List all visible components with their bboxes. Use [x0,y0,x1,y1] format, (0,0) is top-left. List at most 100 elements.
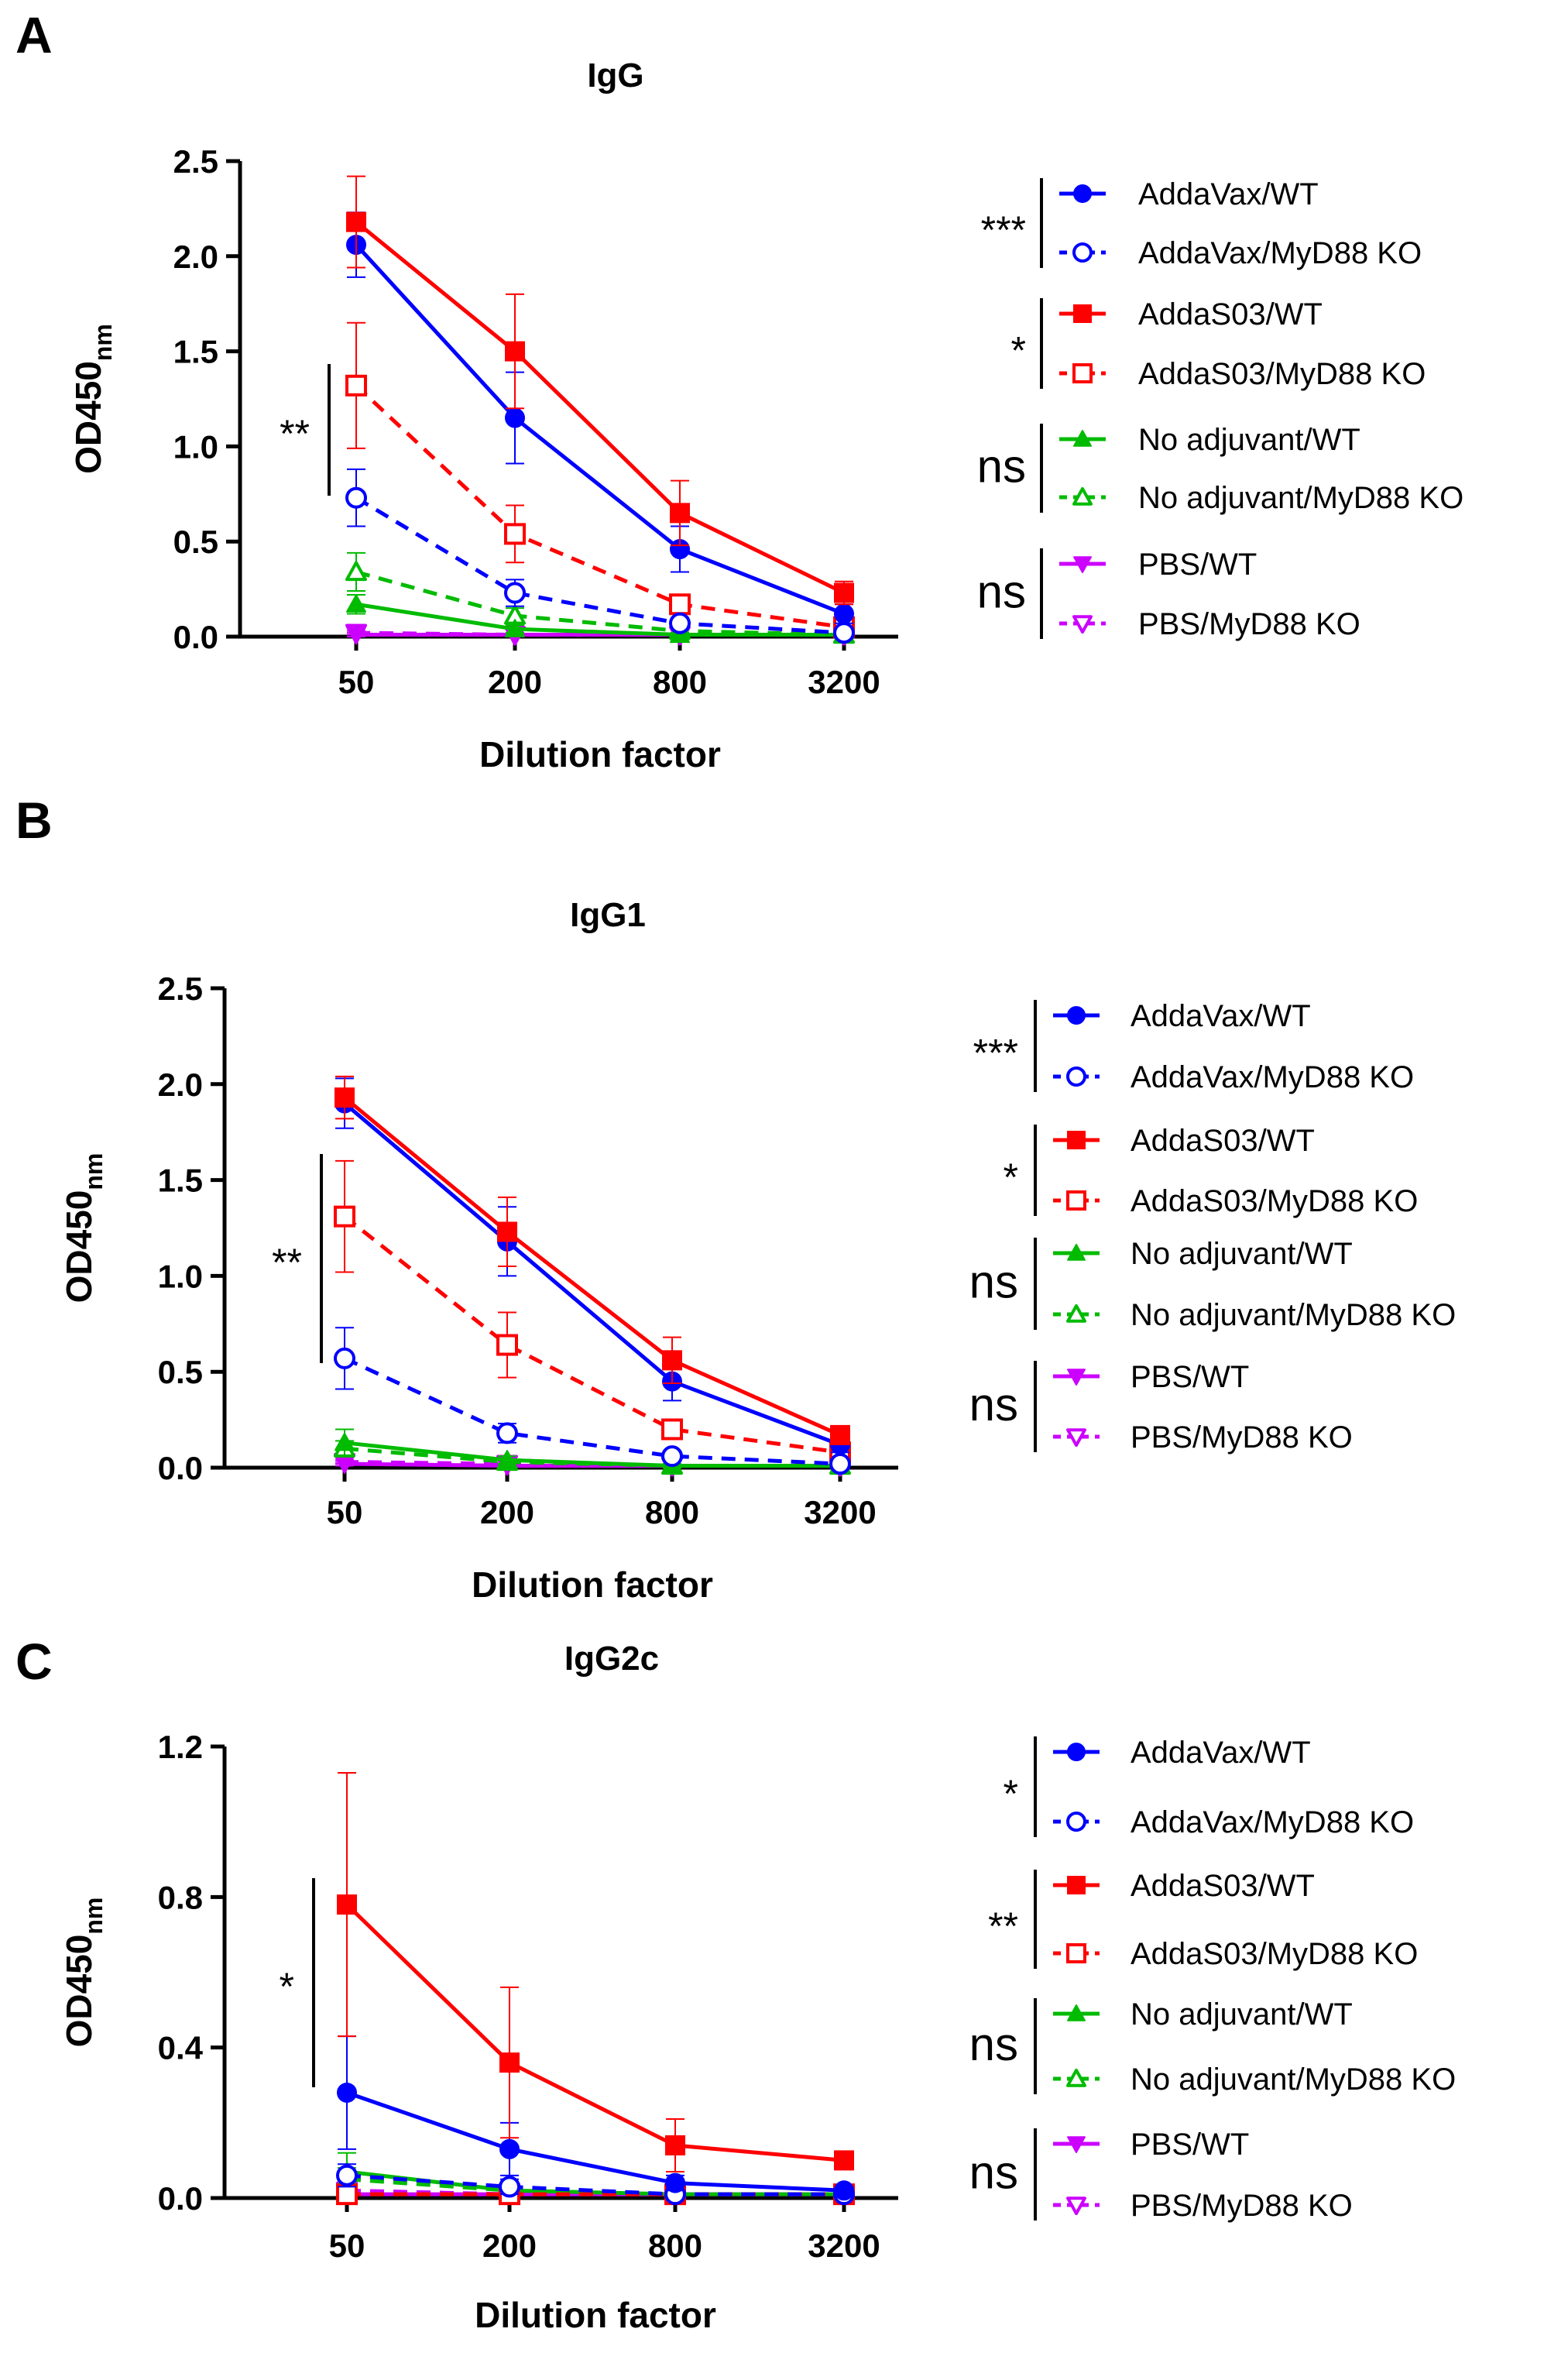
data-point [345,561,367,582]
y-tick-label: 0.8 [158,1879,203,1915]
legend-label: PBS/WT [1131,1360,1249,1394]
legend: AddaVax/WT AddaVax/MyD88 KO AddaS03/WT Adda… [969,1736,1456,2223]
legend-significance-label: ns [969,2018,1018,2070]
legend-marker [1073,184,1092,203]
legend-marker [1066,2196,1086,2215]
y-tick-label: 0.4 [158,2030,204,2066]
panel-letter: C [15,1633,53,1690]
legend-marker [1066,1304,1086,1323]
significance-label: * [280,1965,294,2008]
series-line [355,383,845,630]
data-point [661,1445,683,1468]
data-point [496,1422,518,1444]
data-point [669,593,691,616]
legend-significance-label: ** [988,1904,1018,1948]
x-tick-label: 800 [648,2227,702,2264]
series-addavax-wt [337,2035,854,2201]
data-point [497,1221,517,1242]
panel-title: IgG2c [564,1640,659,1678]
y-tick-label: 2.5 [173,143,218,180]
data-point [834,603,854,624]
series-line [345,1903,845,2162]
series-addas03-wt [337,1772,854,2172]
data-point [337,1894,357,1915]
data-point [497,1450,517,1468]
data-point [499,2052,520,2073]
x-tick-label: 800 [645,1494,699,1530]
legend-significance-label: ns [969,1379,1018,1431]
panel-title: IgG [587,57,643,94]
legend-marker [1066,1428,1086,1447]
legend-label: AddaVax/WT [1131,999,1311,1033]
y-axis-label-main: OD450 [59,1935,99,2048]
y-tick-label: 0.0 [173,619,218,655]
series-addavax-myd88-ko [334,1327,851,1475]
data-point [505,407,525,428]
data-point [669,612,691,634]
legend-label: AddaS03/WT [1138,297,1323,331]
legend-label: PBS/MyD88 KO [1138,607,1360,641]
legend-label: PBS/MyD88 KO [1131,2189,1353,2223]
legend-label: AddaS03/MyD88 KO [1131,1184,1418,1218]
data-point [830,1424,850,1445]
legend-label: AddaVax/WT [1131,1736,1311,1770]
legend-label: No adjuvant/MyD88 KO [1131,2062,1456,2097]
legend-marker [1072,363,1093,383]
data-point [346,211,366,232]
legend-label: AddaVax/MyD88 KO [1131,1060,1414,1094]
data-point [499,2138,520,2159]
y-tick-label: 0.5 [158,1354,203,1390]
x-tick-label: 3200 [804,1494,876,1530]
legend-label: No adjuvant/MyD88 KO [1138,481,1463,515]
data-point [505,619,525,637]
series-line [346,2173,844,2196]
data-point [334,1205,355,1228]
x-tick-label: 800 [653,664,707,700]
y-tick-label: 1.5 [158,1163,203,1199]
legend-marker [1067,2136,1086,2153]
legend-label: AddaS03/MyD88 KO [1138,357,1426,391]
legend-label: PBS/WT [1131,2128,1249,2162]
legend-significance-label: ns [977,441,1026,493]
data-point [661,1418,683,1441]
legend-marker [1073,556,1092,573]
data-point [335,1087,355,1108]
y-tick-label: 0.0 [158,1450,203,1486]
legend-label: No adjuvant/WT [1138,423,1360,457]
x-axis-label: Dilution factor [479,734,721,775]
legend-marker [1066,2069,1086,2087]
data-point [337,2082,357,2103]
x-tick-label: 50 [338,664,375,700]
panel-B: B IgG1 0.0 0.5 1.0 1.5 2.0 2.5 50 200 800 3200 Dilut… [15,792,1456,1605]
x-axis-label: Dilution factor [472,1564,713,1605]
y-tick-label: 1.2 [158,1729,203,1765]
series-line [344,1441,840,1468]
panel-letter: B [15,792,53,849]
legend-label: AddaS03/MyD88 KO [1131,1937,1418,1971]
series-line [355,243,845,616]
series-addavax-myd88-ko [345,468,855,644]
legend-label: AddaVax/MyD88 KO [1138,236,1422,270]
data-point [833,622,855,644]
legend-marker [1067,2004,1086,2021]
data-point [345,486,367,509]
legend-significance-label: *** [973,1032,1018,1075]
x-axis-label: Dilution factor [475,2295,716,2335]
data-point [834,2150,854,2171]
legend-marker [1066,1812,1086,1832]
legend-marker [1067,1131,1086,1149]
x-tick-label: 3200 [808,2227,880,2264]
panel-A: A IgG 0.0 0.5 1.0 1.5 2.0 2.5 50 200 800 3200 Diluti… [15,6,1463,775]
legend-significance-label: ns [969,2147,1018,2199]
legend-marker [1066,1066,1086,1087]
data-point [504,523,526,545]
legend: AddaVax/WT AddaVax/MyD88 KO AddaS03/WT Adda… [977,177,1464,641]
data-point [504,582,526,604]
legend-label: No adjuvant/WT [1131,1997,1353,2032]
series-addavax-wt [335,1077,850,1455]
x-tick-label: 3200 [808,664,880,700]
legend-significance-label: * [1004,1156,1018,1199]
series-line [346,2090,845,2193]
legend-significance-label: ns [977,566,1026,618]
legend-significance-label: *** [981,208,1026,252]
